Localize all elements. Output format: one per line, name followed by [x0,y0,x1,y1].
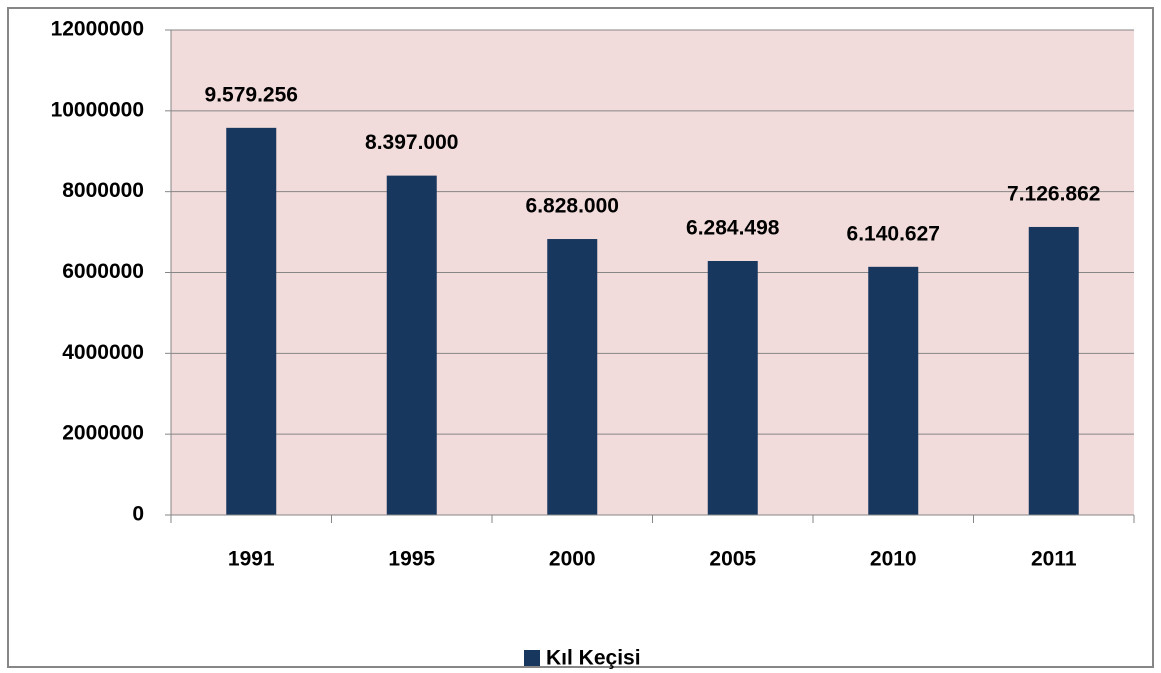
y-tick-label: 0 [132,503,144,526]
bar [547,239,598,515]
y-tick-label: 8000000 [62,179,144,202]
data-label: 9.579.256 [205,83,298,106]
x-tick-label: 1991 [228,548,275,571]
x-tick-label: 2011 [1031,548,1077,571]
bar [707,261,758,515]
x-tick-label: 2005 [709,548,756,571]
bar [868,266,919,515]
bar [386,175,437,515]
y-tick-label: 6000000 [62,260,144,283]
legend-swatch [524,650,540,666]
y-tick-label: 2000000 [62,422,144,445]
x-tick-label: 2010 [870,548,917,571]
bar [226,127,277,515]
data-label: 7.126.862 [1007,183,1100,206]
bar [1028,226,1079,515]
legend-label: Kıl Keçisi [546,647,641,670]
x-tick-label: 1995 [388,548,435,571]
data-label: 6.828.000 [526,195,619,218]
data-label: 8.397.000 [365,131,458,154]
data-label: 6.284.498 [686,217,780,240]
y-tick-label: 10000000 [51,98,144,121]
y-tick-label: 12000000 [51,18,144,41]
data-label: 6.140.627 [847,222,940,245]
y-tick-label: 4000000 [62,341,144,364]
x-tick-label: 2000 [549,548,596,571]
